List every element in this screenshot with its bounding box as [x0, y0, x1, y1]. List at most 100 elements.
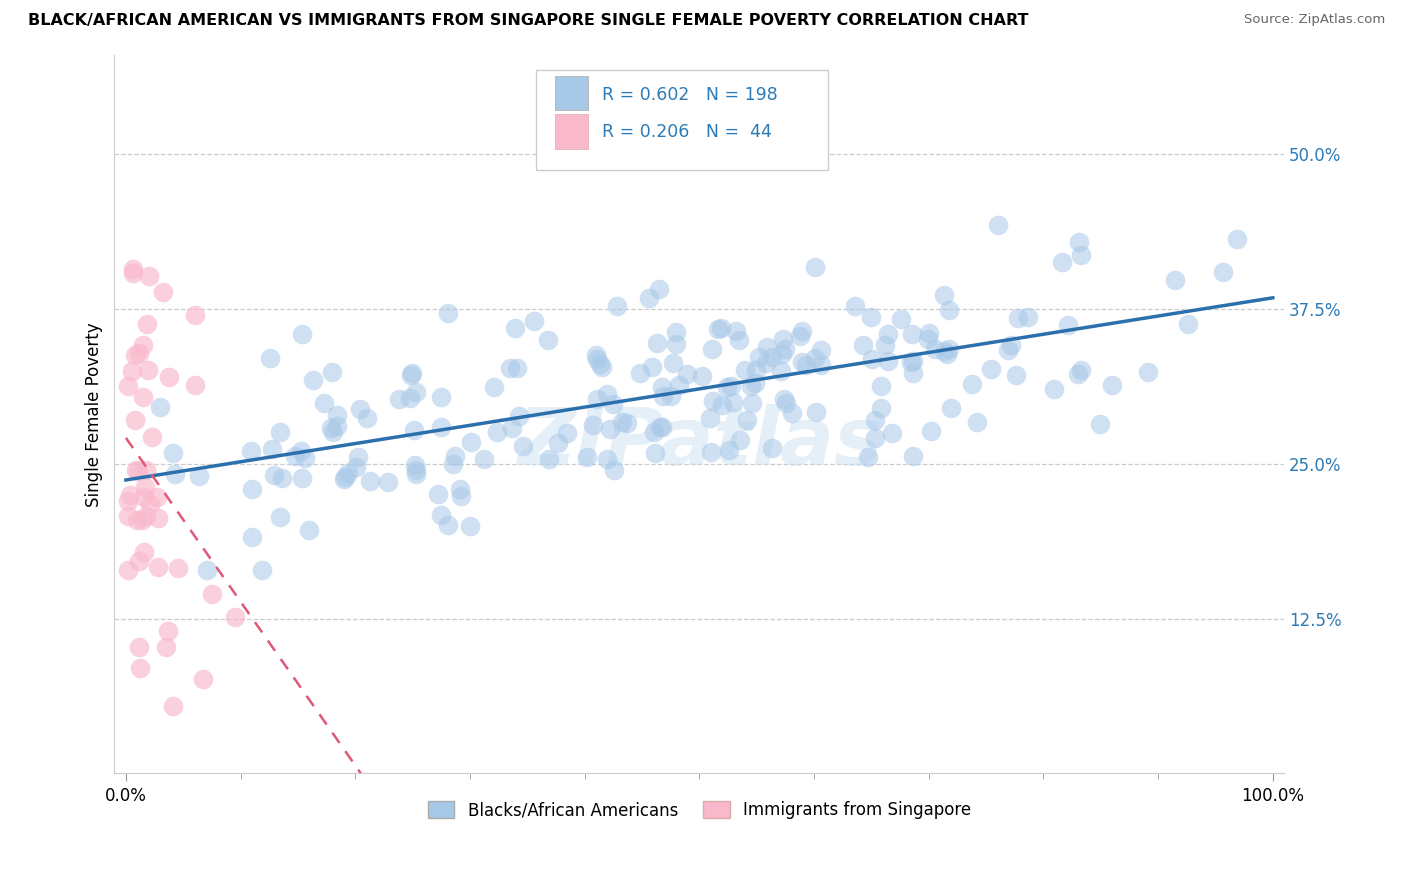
Point — [721, 394, 744, 409]
Point — [932, 343, 955, 358]
Text: BLACK/AFRICAN AMERICAN VS IMMIGRANTS FROM SINGAPORE SINGLE FEMALE POVERTY CORREL: BLACK/AFRICAN AMERICAN VS IMMIGRANTS FRO… — [28, 13, 1029, 29]
Point — [661, 356, 683, 370]
Point — [128, 554, 150, 568]
Point — [506, 360, 529, 375]
Point — [939, 401, 962, 415]
Point — [512, 439, 534, 453]
Point — [582, 417, 605, 432]
Point — [240, 530, 263, 544]
Point — [426, 487, 449, 501]
Text: Source: ZipAtlas.com: Source: ZipAtlas.com — [1244, 13, 1385, 27]
Point — [592, 359, 614, 374]
Point — [740, 379, 762, 393]
Point — [1070, 363, 1092, 377]
Point — [486, 425, 509, 439]
Point — [651, 379, 673, 393]
Point — [1067, 235, 1090, 249]
Point — [239, 443, 262, 458]
Point — [794, 358, 817, 372]
Point — [755, 356, 778, 370]
Point — [1043, 382, 1066, 396]
Point — [755, 340, 778, 354]
Y-axis label: Single Female Poverty: Single Female Poverty — [86, 322, 103, 507]
Point — [844, 300, 866, 314]
Point — [1005, 368, 1028, 383]
Point — [789, 328, 811, 343]
Point — [668, 377, 690, 392]
Point — [555, 426, 578, 441]
Point — [132, 337, 155, 351]
Point — [460, 434, 482, 449]
Point — [117, 379, 139, 393]
Point — [900, 355, 922, 369]
Point — [152, 285, 174, 300]
Point — [125, 513, 148, 527]
Point — [537, 333, 560, 347]
Point — [744, 376, 766, 391]
Point — [224, 610, 246, 624]
Point — [349, 402, 371, 417]
Point — [1056, 318, 1078, 332]
Point — [377, 475, 399, 490]
Point — [501, 421, 523, 435]
Point — [1212, 265, 1234, 279]
Point — [1050, 255, 1073, 269]
Point — [727, 333, 749, 347]
Point — [877, 354, 900, 368]
Point — [718, 443, 741, 458]
Point — [321, 365, 343, 379]
FancyBboxPatch shape — [555, 76, 588, 111]
Point — [716, 380, 738, 394]
Point — [873, 338, 896, 352]
Point — [1000, 338, 1022, 352]
Point — [399, 368, 422, 383]
Point — [262, 442, 284, 457]
Point — [710, 321, 733, 335]
Point — [291, 327, 314, 342]
Point — [117, 563, 139, 577]
Point — [450, 489, 472, 503]
Point — [877, 327, 900, 342]
Point — [575, 450, 598, 464]
Point — [804, 260, 827, 274]
Point — [586, 351, 609, 366]
Point — [183, 309, 205, 323]
Point — [271, 471, 294, 485]
Point — [773, 392, 796, 406]
Point — [770, 346, 793, 360]
Point — [643, 425, 665, 439]
Point — [602, 397, 624, 411]
Point — [430, 390, 453, 404]
Point — [269, 425, 291, 440]
Point — [589, 357, 612, 371]
Point — [725, 324, 748, 338]
Point — [863, 413, 886, 427]
Point — [775, 395, 797, 409]
Point — [333, 470, 356, 484]
Point — [651, 420, 673, 434]
Point — [773, 342, 796, 356]
Point — [882, 425, 904, 440]
Point — [259, 351, 281, 366]
Point — [124, 413, 146, 427]
Point — [136, 317, 159, 331]
Point — [134, 480, 156, 494]
Point — [321, 421, 343, 435]
Point — [284, 449, 307, 463]
Point — [860, 310, 883, 325]
Point — [290, 443, 312, 458]
Point — [596, 387, 619, 401]
Point — [449, 482, 471, 496]
Point — [121, 364, 143, 378]
Point — [162, 698, 184, 713]
Point — [134, 545, 156, 559]
Point — [163, 467, 186, 481]
Point — [1164, 273, 1187, 287]
Point — [935, 347, 957, 361]
Point — [1067, 367, 1090, 381]
Point — [430, 419, 453, 434]
Point — [322, 425, 344, 439]
Point — [167, 561, 190, 575]
Point — [728, 433, 751, 447]
Point — [472, 452, 495, 467]
